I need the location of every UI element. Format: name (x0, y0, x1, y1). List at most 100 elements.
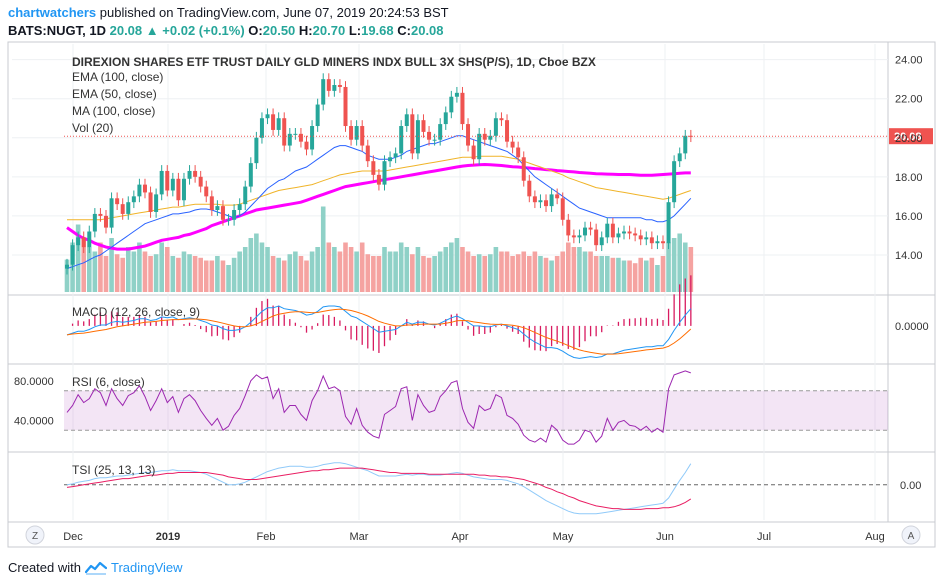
author-link[interactable]: chartwatchers (8, 5, 97, 20)
tsi-label[interactable]: TSI (25, 13, 13) (72, 463, 155, 477)
candle (666, 196, 671, 250)
auto-scale-button[interactable]: A (901, 525, 921, 545)
price-pane[interactable]: 20.08 (64, 73, 933, 292)
symbol-line: BATS:NUGT, 1D 20.08 ▲ +0.02 (+0.1%) O:20… (8, 23, 444, 38)
candle-body (282, 118, 287, 146)
candle (109, 192, 114, 234)
candle-body (599, 237, 604, 246)
candle-body (271, 114, 276, 130)
price-change-icon: ▲ (145, 23, 159, 38)
candle (432, 133, 437, 146)
candle-body (326, 79, 331, 91)
volume-bar (421, 256, 426, 292)
candle (510, 135, 515, 154)
indicator-ema50-label[interactable]: EMA (50, close) (72, 87, 157, 101)
candle-body (365, 145, 370, 162)
chart-canvas[interactable]: 20.08 Dec 2019 Feb Mar Apr May Jun Jul Aug 24.00 2… (0, 40, 944, 550)
candle (332, 79, 337, 97)
publish-line: chartwatchers published on TradingView.c… (8, 5, 449, 20)
candle-body (198, 176, 203, 187)
volume-bar (226, 265, 231, 292)
candle-body (165, 170, 170, 191)
volume-bar (176, 257, 181, 292)
volume-bar (153, 254, 159, 292)
grid (8, 42, 935, 523)
candle-body (181, 178, 186, 201)
candle (382, 155, 387, 191)
candle-body (421, 120, 426, 132)
candle-body (666, 202, 671, 244)
candle (365, 139, 370, 168)
volume-bar (231, 257, 237, 292)
candle-body (627, 231, 632, 234)
rsi-y-tick-label: 80.0000 (14, 376, 54, 388)
volume-bar (92, 251, 98, 292)
candle (271, 108, 276, 136)
candle-body (571, 235, 576, 238)
candle-body (594, 229, 599, 246)
tradingview-brand[interactable]: TradingView (110, 560, 183, 575)
candle (371, 155, 376, 181)
volume-bar (688, 247, 694, 292)
candle-body (493, 118, 498, 136)
macd-signal-line (66, 308, 692, 355)
candle (232, 204, 237, 226)
candle-body (577, 235, 582, 238)
candle (176, 172, 181, 207)
volume-bar (460, 247, 465, 292)
volume-bar (142, 251, 148, 292)
volume-bar (504, 251, 510, 292)
tradingview-logo-icon (84, 561, 107, 575)
symbol-label[interactable]: BATS:NUGT, 1D (8, 23, 106, 38)
candle (259, 112, 264, 144)
candle-body (527, 180, 532, 197)
candle (532, 190, 537, 209)
rsi-pane[interactable] (64, 370, 888, 445)
volume-bar (98, 242, 103, 292)
candle-body (92, 213, 97, 232)
rsi-label[interactable]: RSI (6, close) (72, 375, 145, 389)
volume-bar (304, 260, 309, 292)
indicator-ema100-label[interactable]: EMA (100, close) (72, 70, 163, 84)
candle (293, 127, 298, 140)
indicator-vol-label[interactable]: Vol (20) (72, 121, 113, 135)
candle-body (265, 114, 270, 119)
candle (142, 178, 147, 199)
macd-pane[interactable] (66, 275, 692, 359)
candle-body (566, 219, 571, 236)
candle-body (337, 85, 342, 87)
candle (193, 165, 198, 183)
candle (243, 180, 248, 211)
y-tick-label: 24.00 (895, 55, 923, 67)
volume-bar (248, 238, 254, 292)
volume-bar (170, 256, 176, 292)
candle-body (276, 118, 281, 130)
candle-body (427, 131, 432, 140)
candle-body (176, 178, 181, 201)
candle (404, 108, 409, 132)
volume-bar (599, 256, 605, 292)
zoom-out-button[interactable]: Z (25, 525, 45, 545)
candle (315, 98, 320, 132)
candle (209, 190, 214, 216)
candle (482, 127, 487, 146)
close-label: C: (397, 23, 411, 38)
last-price: 20.08 (109, 23, 143, 38)
candle-body (315, 104, 320, 127)
volume-bar (86, 247, 92, 292)
volume-bar (627, 260, 632, 292)
macd-label[interactable]: MACD (12, 26, close, 9) (72, 305, 200, 319)
footer: Created with TradingView (8, 560, 183, 575)
candle-body (399, 126, 404, 154)
volume-bar (287, 254, 293, 292)
volume-bar (588, 251, 593, 292)
tsi-pane[interactable] (64, 462, 888, 515)
volume-bar (449, 242, 454, 292)
volume-bar (125, 247, 131, 292)
volume-bar (432, 256, 437, 292)
volume-bar (437, 251, 443, 292)
volume-bar (604, 256, 610, 292)
indicator-ma100-label[interactable]: MA (100, close) (72, 104, 155, 118)
candle (415, 114, 420, 160)
volume-bar (677, 233, 682, 292)
